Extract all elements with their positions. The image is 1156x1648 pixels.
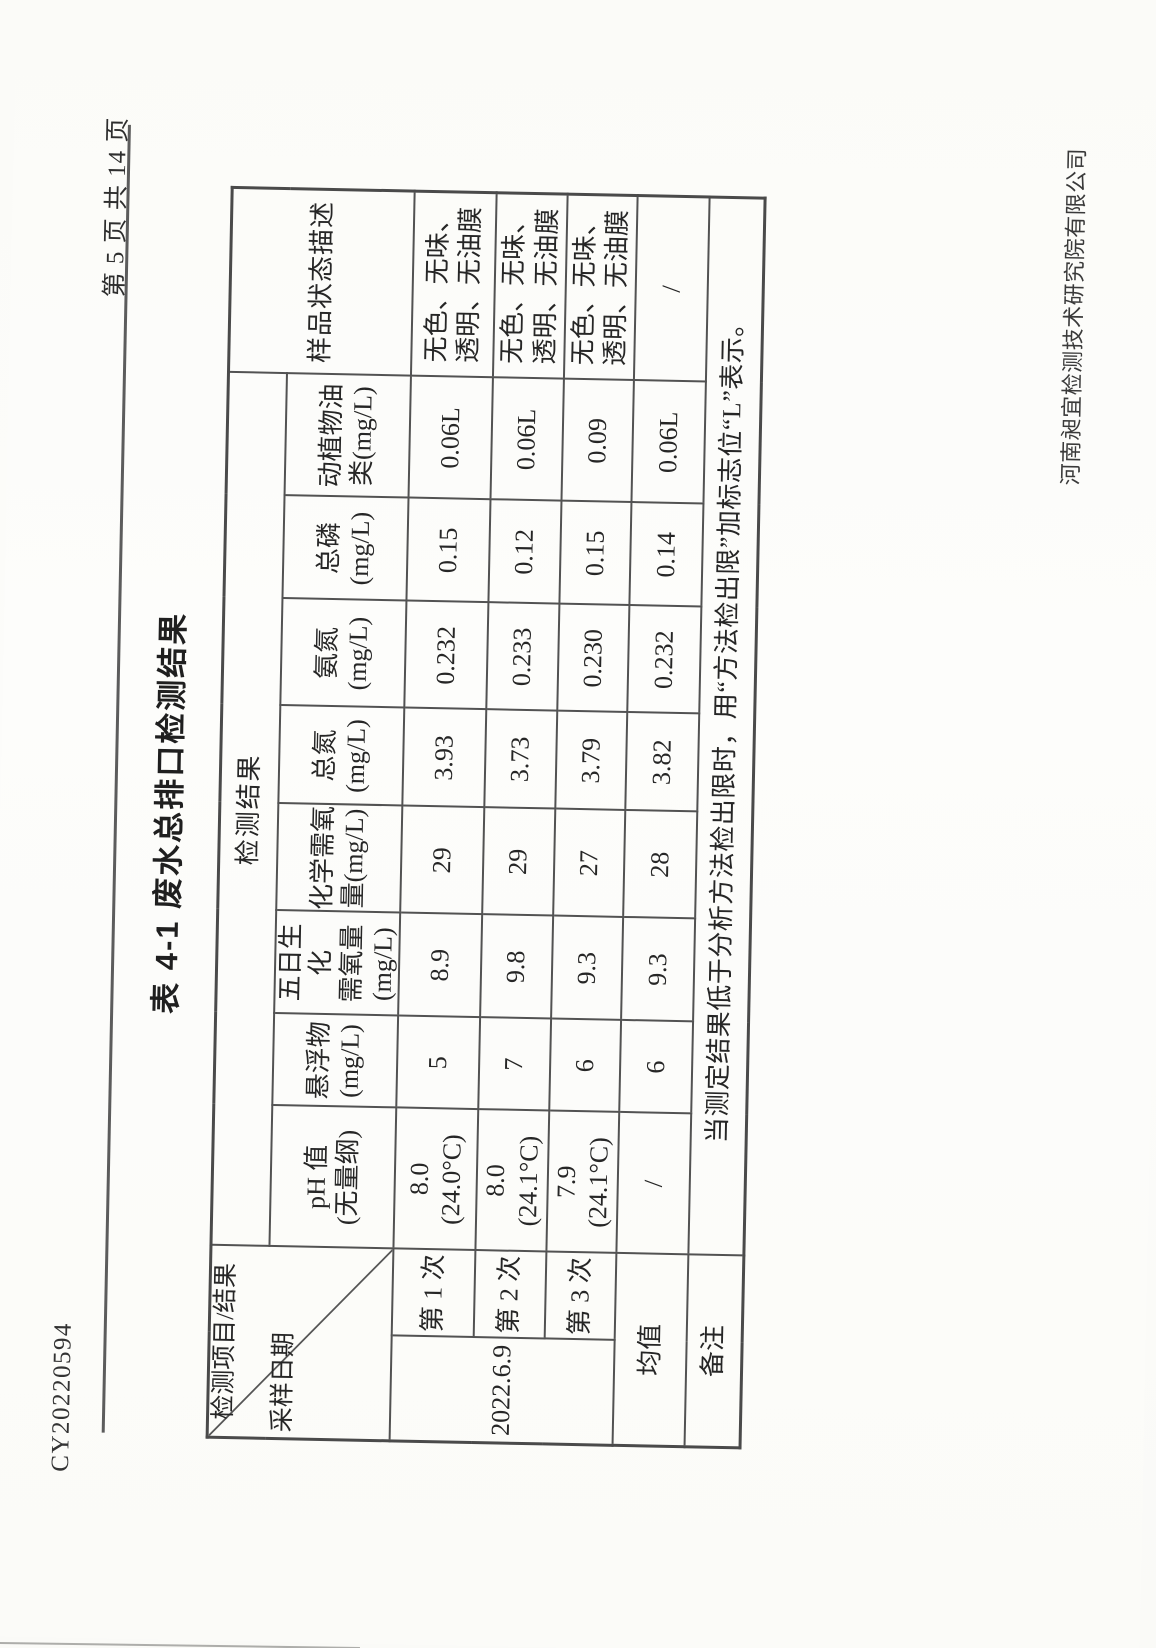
header-line: (mg/L) bbox=[366, 926, 398, 1002]
cell-mean-tp: 0.14 bbox=[629, 502, 704, 607]
cell-cod-3: 27 bbox=[553, 809, 626, 918]
cell-oil-3: 0.09 bbox=[561, 379, 635, 503]
cell-tp-2: 0.12 bbox=[488, 499, 562, 605]
cell-ss-2: 7 bbox=[478, 1017, 552, 1111]
cell-mean-label: 均值 bbox=[612, 1253, 689, 1447]
value-line: 无色、无味、 bbox=[567, 208, 601, 366]
header-total-nitrogen: 总氮 (mg/L) bbox=[277, 705, 405, 806]
table-title: 表 4-1 废水总排口检测结果 bbox=[148, 611, 192, 1015]
header-line: (mg/L) bbox=[342, 616, 373, 691]
cell-ss-1: 5 bbox=[396, 1015, 481, 1110]
cell-ph-1: 8.0 (24.0°C) bbox=[393, 1107, 479, 1251]
value-line: (24.0°C) bbox=[436, 1133, 467, 1226]
header-line: 动植物油 bbox=[315, 383, 347, 488]
value-line: 8.0 bbox=[480, 1163, 511, 1197]
cell-tp-3: 0.15 bbox=[559, 501, 632, 606]
cell-seq-3: 第 3 次 bbox=[544, 1251, 617, 1341]
diagonal-line bbox=[208, 1249, 393, 1437]
value-line: 7.9 bbox=[551, 1165, 581, 1199]
value-line: 透明、无油膜 bbox=[453, 206, 486, 364]
header-row-1: 检测项目/结果 采样日期 检测结果 样品状态描述 bbox=[207, 187, 415, 1441]
header-line: (mg/L) bbox=[334, 1023, 365, 1099]
header-line: 五日生化 bbox=[274, 922, 336, 1002]
cell-tn-3: 3.79 bbox=[555, 711, 628, 811]
cell-oil-2: 0.06L bbox=[490, 377, 565, 502]
header-line: (mg/L) bbox=[344, 511, 376, 586]
value-line: 8.0 bbox=[404, 1162, 434, 1196]
cell-sample-date: 2022.6.9 bbox=[389, 1335, 615, 1446]
header-line: 氨氮 bbox=[312, 626, 343, 680]
header-line: 总氮 bbox=[309, 729, 341, 782]
header-rule bbox=[101, 124, 131, 1433]
cell-bod-1: 8.9 bbox=[398, 912, 483, 1018]
cell-mean-nh3n: 0.232 bbox=[627, 605, 702, 714]
cell-remark-label: 备注 bbox=[684, 1254, 744, 1448]
scan-edge-artifact bbox=[0, 1642, 360, 1648]
header-cod: 化学需氧 量(mg/L) bbox=[275, 803, 403, 913]
cell-tn-1: 3.93 bbox=[402, 707, 487, 808]
cell-tp-1: 0.15 bbox=[406, 498, 491, 603]
header-line: 量(mg/L) bbox=[338, 808, 370, 909]
cell-mean-ph: / bbox=[616, 1112, 692, 1255]
header-line: 化学需氧 bbox=[307, 805, 339, 911]
header-line: (mg/L) bbox=[340, 718, 371, 794]
cell-tn-2: 3.73 bbox=[484, 709, 558, 810]
cell-state-1: 无色、无味、 透明、无油膜 bbox=[411, 191, 497, 378]
header-line: pH 值 bbox=[301, 1144, 332, 1210]
cell-ph-3: 7.9 (24.1°C) bbox=[546, 1110, 620, 1254]
header-line: (无量纲) bbox=[331, 1129, 363, 1226]
cell-nh3n-3: 0.230 bbox=[557, 604, 630, 713]
cell-nh3n-2: 0.233 bbox=[486, 602, 560, 712]
header-sample-state: 样品状态描述 bbox=[228, 187, 415, 377]
cell-mean-state: / bbox=[634, 195, 710, 382]
header-ammonia-nitrogen: 氨氮 (mg/L) bbox=[279, 598, 407, 708]
cell-mean-bod: 9.3 bbox=[621, 917, 696, 1022]
value-line: 透明、无油膜 bbox=[600, 209, 633, 367]
cell-state-2: 无色、无味、 透明、无油膜 bbox=[493, 192, 568, 380]
cell-bod-3: 9.3 bbox=[551, 916, 624, 1021]
corner-label-items: 检测项目/结果 bbox=[209, 1262, 241, 1421]
header-line: 总磷 bbox=[314, 521, 345, 575]
cell-oil-1: 0.06L bbox=[408, 376, 494, 500]
header-ph: pH 值 (无量纲) bbox=[268, 1105, 397, 1249]
cell-ss-3: 6 bbox=[549, 1019, 622, 1113]
value-line: 无色、无味、 bbox=[497, 207, 530, 365]
report-number: CY20220594 bbox=[46, 1321, 77, 1473]
results-table: 检测项目/结果 采样日期 检测结果 样品状态描述 pH 值 (无量纲) 悬浮物 … bbox=[205, 185, 767, 1450]
header-line: 需氧量 bbox=[336, 924, 367, 1003]
cell-cod-1: 29 bbox=[400, 805, 485, 915]
header-bod5: 五日生化 需氧量 (mg/L) bbox=[273, 910, 401, 1016]
cell-ph-2: 8.0 (24.1°C) bbox=[475, 1109, 550, 1252]
cell-bod-2: 9.8 bbox=[480, 914, 554, 1020]
value-line: (24.1°C) bbox=[583, 1136, 614, 1229]
corner-cell: 检测项目/结果 采样日期 bbox=[207, 1245, 394, 1441]
header-line: 悬浮物 bbox=[303, 1021, 335, 1100]
footer-company-name: 河南昶宜检测技术研究院有限公司 bbox=[1057, 147, 1090, 486]
value-line: 无色、无味、 bbox=[420, 206, 454, 363]
cell-cod-2: 29 bbox=[482, 807, 556, 917]
header-line: 类(mg/L) bbox=[346, 385, 378, 487]
cell-seq-1: 第 1 次 bbox=[391, 1248, 476, 1338]
header-animal-vegetable-oil: 动植物油 类(mg/L) bbox=[284, 373, 412, 499]
cell-mean-ss: 6 bbox=[619, 1020, 694, 1114]
value-line: 透明、无油膜 bbox=[529, 208, 563, 365]
cell-seq-2: 第 2 次 bbox=[473, 1250, 547, 1339]
value-line: (24.1°C) bbox=[512, 1135, 544, 1227]
cell-mean-cod: 28 bbox=[623, 810, 698, 919]
corner-label-date: 采样日期 bbox=[268, 1331, 298, 1433]
header-total-phosphorus: 总磷 (mg/L) bbox=[281, 495, 409, 602]
header-suspended-solids: 悬浮物 (mg/L) bbox=[271, 1013, 399, 1108]
cell-state-3: 无色、无味、 透明、无油膜 bbox=[564, 194, 638, 381]
cell-nh3n-1: 0.232 bbox=[404, 601, 489, 710]
cell-mean-oil: 0.06L bbox=[631, 380, 707, 504]
cell-mean-tn: 3.82 bbox=[625, 712, 700, 812]
